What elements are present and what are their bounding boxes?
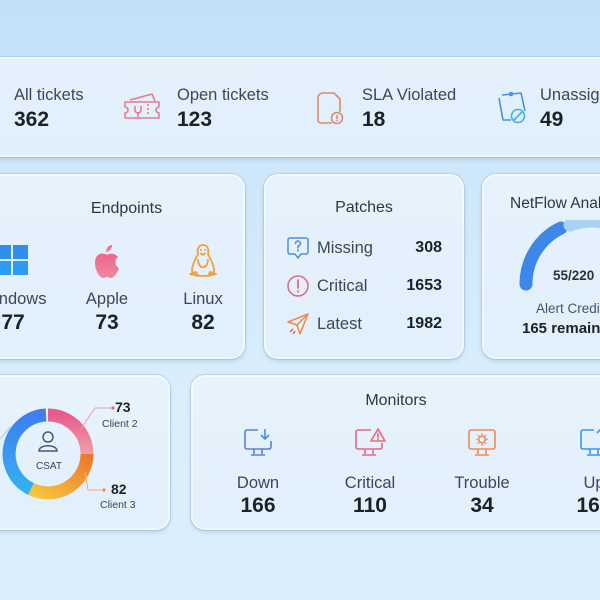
monitors-card[interactable]: Monitors Down 166	[191, 375, 600, 530]
monitor-stat-critical[interactable]: Critical 110	[325, 427, 415, 518]
csat-card[interactable]: CSAT 73 Client 2 82 Client 3	[0, 375, 170, 530]
endpoint-label: Windows	[0, 290, 47, 308]
ticket-stat-value: 362	[14, 108, 50, 131]
endpoints-card[interactable]: Endpoints Windows 77 Apple 73	[0, 174, 245, 359]
alert-credits-gauge	[519, 220, 600, 291]
patch-row-critical[interactable]: Critical 1653	[286, 273, 442, 299]
monitor-label: Up	[583, 474, 600, 492]
credits-remaining: 165 remaining	[522, 320, 600, 337]
paper-plane-icon	[287, 313, 309, 335]
patch-value: 308	[415, 239, 442, 256]
monitor-stat-down[interactable]: Down 166	[213, 427, 303, 518]
ticket-stat-value: 18	[362, 108, 386, 131]
endpoint-value: 77	[1, 311, 25, 334]
monitor-stat-trouble[interactable]: Trouble 34	[437, 427, 527, 518]
endpoint-label: Linux	[183, 290, 223, 308]
patch-label: Critical	[317, 276, 368, 295]
ticket-wrench-icon	[124, 93, 160, 119]
user-icon	[38, 431, 58, 452]
monitor-label: Trouble	[454, 474, 510, 492]
monitor-up-icon	[580, 428, 600, 456]
endpoint-apple[interactable]: Apple 73	[67, 242, 147, 335]
patch-label: Latest	[317, 314, 362, 333]
patch-row-latest[interactable]: Latest 1982	[286, 311, 442, 337]
ticket-stat-value: 123	[177, 108, 213, 131]
monitor-gear-icon	[468, 429, 496, 456]
windows-icon	[0, 242, 53, 280]
patch-label: Missing	[317, 238, 373, 257]
monitor-value: 110	[353, 494, 387, 517]
monitor-label: Critical	[344, 474, 396, 492]
client-2-label: Client 2	[102, 418, 138, 430]
monitor-value: 34	[470, 494, 494, 517]
client-3-label: Client 3	[100, 499, 136, 511]
document-alert-icon	[317, 92, 344, 125]
csat-donut-chart	[0, 406, 115, 500]
monitor-stat-up[interactable]: Up 167	[549, 427, 600, 518]
card-title: Patches	[335, 199, 393, 216]
card-title: Monitors	[365, 392, 427, 409]
patch-value: 1982	[406, 315, 442, 332]
endpoint-value: 82	[191, 311, 215, 334]
apple-icon	[67, 242, 147, 280]
monitor-warning-icon	[355, 428, 386, 456]
monitor-value: 167	[576, 494, 600, 517]
notes-blocked-icon	[498, 91, 526, 124]
monitor-download-icon	[244, 429, 272, 456]
card-title: Endpoints	[90, 200, 163, 217]
linux-penguin-icon	[163, 242, 243, 280]
client-2-value: 73	[115, 399, 131, 415]
ticket-stat-label: SLA Violated	[362, 86, 457, 104]
ticket-stat-label: Open tickets	[177, 86, 269, 104]
gauge-value: 55/220	[553, 268, 595, 283]
patches-card[interactable]: Patches Missing 308 Critical 1653	[264, 174, 464, 359]
patch-row-missing[interactable]: Missing 308	[286, 235, 442, 261]
ticket-stat-label: Unassigned	[540, 86, 600, 104]
netflow-analytics-card[interactable]: NetFlow Analytics 55/220 Alert Credits 1…	[482, 174, 600, 359]
endpoint-label: Apple	[85, 290, 129, 308]
patch-value: 1653	[406, 277, 442, 294]
question-bubble-icon	[287, 237, 309, 259]
csat-center-label: CSAT	[36, 461, 62, 472]
endpoint-value: 73	[95, 311, 119, 334]
endpoint-windows[interactable]: Windows 77	[0, 242, 53, 335]
monitor-value: 166	[240, 494, 276, 517]
ticket-stat-label: All tickets	[14, 86, 84, 104]
alert-circle-icon	[287, 275, 309, 297]
client-3-value: 82	[111, 481, 127, 497]
gauge-caption: Alert Credits	[536, 301, 600, 316]
endpoint-linux[interactable]: Linux 82	[163, 242, 243, 335]
ticket-stat-value: 49	[540, 108, 564, 131]
card-title: NetFlow Analytics	[510, 195, 600, 212]
monitor-label: Down	[236, 474, 280, 492]
tickets-summary-bar: All tickets 362 Open tickets 123 SLA Vio…	[0, 57, 600, 157]
